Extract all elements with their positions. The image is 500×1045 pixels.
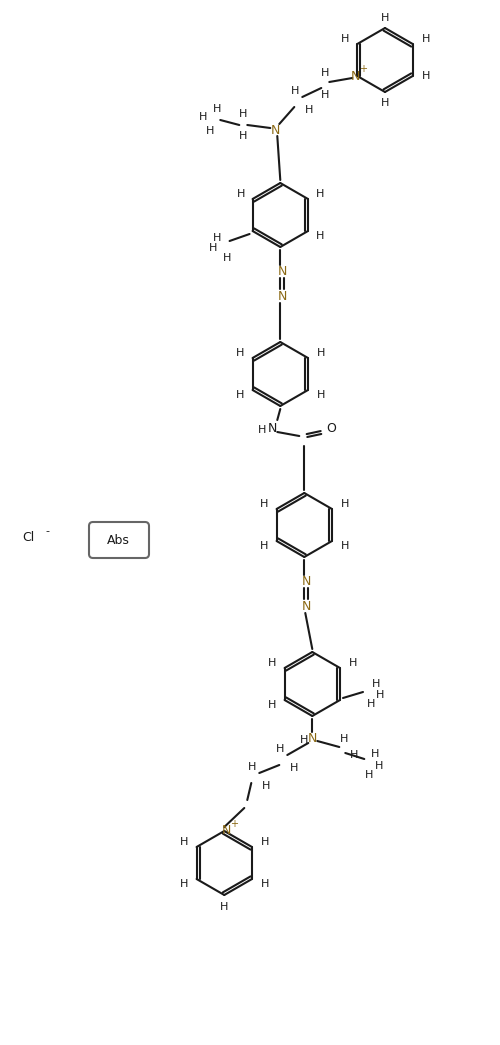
Text: +: + (360, 64, 368, 74)
Text: H: H (371, 749, 380, 759)
Text: H: H (268, 700, 276, 710)
Text: H: H (375, 761, 384, 771)
Text: N: N (308, 732, 317, 744)
Text: H: H (422, 71, 430, 82)
Text: H: H (222, 253, 231, 263)
FancyBboxPatch shape (89, 522, 149, 558)
Text: O: O (326, 421, 336, 435)
Text: H: H (317, 390, 325, 400)
Text: H: H (239, 109, 248, 119)
Text: H: H (261, 837, 269, 847)
Text: H: H (341, 34, 349, 44)
Text: H: H (260, 541, 268, 551)
Text: H: H (381, 13, 389, 23)
Text: H: H (291, 86, 300, 96)
Text: H: H (305, 104, 314, 115)
Text: H: H (199, 112, 207, 122)
Text: H: H (321, 90, 330, 100)
Text: N: N (268, 421, 277, 435)
Text: H: H (290, 763, 298, 773)
Text: Abs: Abs (106, 534, 130, 547)
Text: H: H (236, 348, 244, 358)
Text: H: H (365, 770, 374, 780)
Text: H: H (367, 699, 375, 709)
Text: H: H (212, 233, 221, 243)
Text: H: H (236, 390, 244, 400)
Text: H: H (316, 231, 324, 241)
Text: H: H (349, 658, 357, 668)
Text: H: H (317, 348, 325, 358)
Text: H: H (341, 541, 349, 551)
Text: H: H (300, 735, 308, 745)
Text: H: H (261, 879, 269, 889)
Text: H: H (239, 131, 248, 141)
Text: -: - (45, 526, 49, 536)
Text: H: H (208, 243, 217, 253)
Text: H: H (180, 837, 188, 847)
Text: H: H (276, 744, 284, 754)
Text: H: H (372, 679, 380, 689)
Text: H: H (262, 781, 270, 791)
Text: N: N (222, 825, 231, 837)
Text: H: H (350, 750, 358, 760)
Text: +: + (230, 819, 238, 829)
Text: H: H (316, 189, 324, 199)
Text: H: H (341, 500, 349, 509)
Text: H: H (422, 34, 430, 44)
Text: H: H (213, 104, 222, 114)
Text: N: N (278, 289, 287, 302)
Text: N: N (302, 600, 311, 612)
Text: H: H (321, 68, 330, 78)
Text: H: H (236, 189, 245, 199)
Text: H: H (180, 879, 188, 889)
Text: Cl: Cl (22, 531, 34, 543)
Text: H: H (268, 658, 276, 668)
Text: H: H (220, 902, 228, 912)
Text: H: H (260, 500, 268, 509)
Text: H: H (248, 762, 256, 772)
Text: H: H (376, 690, 384, 700)
Text: H: H (340, 734, 348, 744)
Text: H: H (206, 126, 214, 136)
Text: N: N (270, 123, 280, 137)
Text: H: H (381, 98, 389, 108)
Text: N: N (302, 575, 311, 587)
Text: N: N (278, 264, 287, 278)
Text: H: H (258, 425, 266, 435)
Text: N: N (350, 70, 360, 83)
